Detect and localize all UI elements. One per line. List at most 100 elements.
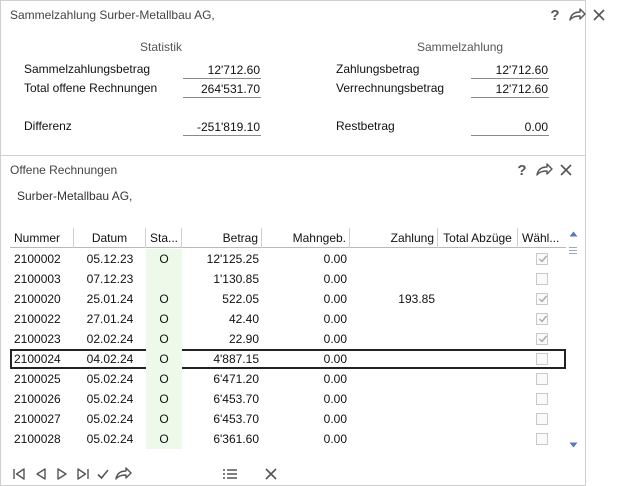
title-toolbar: ? <box>544 6 610 24</box>
sammelzahlungsbetrag-label: Sammelzahlungsbetrag <box>24 62 151 76</box>
triangle-left-icon <box>36 468 46 480</box>
cell-zahlung <box>350 429 438 449</box>
forward-button[interactable] <box>566 6 588 24</box>
cell-nummer: 2100027 <box>14 412 61 426</box>
cell-waehlen[interactable] <box>518 269 566 289</box>
sammelzahlungsbetrag-field[interactable]: 12'712.60 <box>183 63 261 79</box>
select-checkbox[interactable] <box>536 353 548 365</box>
cell-mahngeb: 0.00 <box>323 312 347 326</box>
col-header-zahlung[interactable]: Zahlung <box>350 228 438 248</box>
verrechnungsbetrag-field[interactable]: 12'712.60 <box>471 82 549 98</box>
table-row[interactable]: 2100020 25.01.24 O 522.05 0.00 193.85 <box>10 289 566 309</box>
cell-betrag: 1'130.85 <box>213 272 259 286</box>
cell-status: O <box>146 389 182 409</box>
checkmark-icon <box>539 255 548 263</box>
forward-button[interactable] <box>533 161 555 179</box>
table-row[interactable]: 2100025 05.02.24 O 6'471.20 0.00 <box>10 369 566 389</box>
close-icon <box>560 164 572 176</box>
cell-nummer: 2100022 <box>14 312 61 326</box>
forward-button[interactable] <box>114 465 132 483</box>
skip-last-icon <box>77 468 89 480</box>
cell-waehlen[interactable] <box>518 429 566 449</box>
col-header-betrag[interactable]: Betrag <box>182 228 262 248</box>
triangle-right-icon <box>57 468 67 480</box>
confirm-button[interactable] <box>94 465 112 483</box>
share-arrow-icon <box>115 467 132 480</box>
cell-mahngeb: 0.00 <box>323 352 347 366</box>
cell-zahlung <box>350 309 438 329</box>
triangle-down-icon <box>569 442 577 448</box>
first-record-button[interactable] <box>10 465 28 483</box>
next-record-button[interactable] <box>53 465 71 483</box>
share-arrow-icon <box>569 8 586 21</box>
cell-waehlen[interactable] <box>518 409 566 429</box>
cell-betrag: 6'453.70 <box>213 392 259 406</box>
col-header-waehlen[interactable]: Wähl... <box>522 231 560 245</box>
select-checkbox[interactable] <box>536 273 548 285</box>
vertical-scrollbar[interactable] <box>567 228 579 452</box>
cell-total-abzuege <box>438 349 518 369</box>
scroll-down-button[interactable] <box>568 440 578 450</box>
cell-datum: 05.02.24 <box>86 392 134 406</box>
cell-status: O <box>146 289 182 309</box>
scroll-up-button[interactable] <box>568 229 578 239</box>
select-checkbox[interactable] <box>536 373 548 385</box>
select-checkbox[interactable] <box>536 433 548 445</box>
col-header-nummer[interactable]: Nummer <box>10 228 74 248</box>
col-header-status[interactable]: Sta... <box>146 228 182 248</box>
cell-nummer: 2100026 <box>14 392 61 406</box>
cell-zahlung <box>350 349 438 369</box>
skip-first-icon <box>13 468 25 480</box>
cell-betrag: 6'453.70 <box>213 412 259 426</box>
cell-datum: 05.02.24 <box>86 372 134 386</box>
zahlungsbetrag-label: Zahlungsbetrag <box>336 62 420 76</box>
zahlungsbetrag-field[interactable]: 12'712.60 <box>471 63 549 79</box>
cell-waehlen[interactable] <box>518 349 566 369</box>
cell-waehlen[interactable] <box>518 369 566 389</box>
select-checkbox[interactable] <box>536 293 548 305</box>
previous-record-button[interactable] <box>32 465 50 483</box>
select-checkbox[interactable] <box>536 413 548 425</box>
help-button[interactable]: ? <box>511 161 533 179</box>
cell-waehlen[interactable] <box>518 309 566 329</box>
cell-betrag: 22.90 <box>228 332 259 346</box>
restbetrag-field[interactable]: 0.00 <box>471 120 549 136</box>
close-button[interactable] <box>588 6 610 24</box>
cell-waehlen[interactable] <box>518 389 566 409</box>
cell-datum: 02.02.24 <box>86 332 134 346</box>
differenz-field[interactable]: -251'819.10 <box>183 120 261 136</box>
differenz-label: Differenz <box>24 119 72 133</box>
select-checkbox[interactable] <box>536 253 548 265</box>
checkmark-icon <box>539 315 548 323</box>
col-header-mahngeb[interactable]: Mahngeb. <box>262 228 350 248</box>
close-button[interactable] <box>555 161 577 179</box>
select-checkbox[interactable] <box>536 333 548 345</box>
col-header-total-abzuege[interactable]: Total Abzüge <box>438 228 518 248</box>
cell-waehlen[interactable] <box>518 289 566 309</box>
select-checkbox[interactable] <box>536 393 548 405</box>
select-checkbox[interactable] <box>536 313 548 325</box>
total-offene-field[interactable]: 264'531.70 <box>183 82 261 98</box>
col-header-datum[interactable]: Datum <box>74 228 146 248</box>
last-record-button[interactable] <box>74 465 92 483</box>
close-icon <box>265 468 277 480</box>
table-row-selected[interactable]: 2100024 04.02.24 O 4'887.15 0.00 <box>10 349 566 369</box>
table-row[interactable]: 2100002 05.12.23 O 12'125.25 0.00 <box>10 249 566 269</box>
table-row[interactable]: 2100028 05.02.24 O 6'361.60 0.00 <box>10 429 566 449</box>
list-menu-button[interactable] <box>221 465 239 483</box>
help-icon: ? <box>550 6 560 24</box>
table-row[interactable]: 2100023 02.02.24 O 22.90 0.00 <box>10 329 566 349</box>
table-row[interactable]: 2100022 27.01.24 O 42.40 0.00 <box>10 309 566 329</box>
cell-nummer: 2100002 <box>14 252 61 266</box>
cell-datum: 05.12.23 <box>86 252 134 266</box>
cell-zahlung <box>350 269 438 289</box>
table-row[interactable]: 2100003 07.12.23 1'130.85 0.00 <box>10 269 566 289</box>
cell-waehlen[interactable] <box>518 249 566 269</box>
cell-mahngeb: 0.00 <box>323 332 347 346</box>
cancel-button[interactable] <box>262 465 280 483</box>
help-button[interactable]: ? <box>544 6 566 24</box>
statistik-heading: Statistik <box>140 40 183 54</box>
table-row[interactable]: 2100027 05.02.24 O 6'453.70 0.00 <box>10 409 566 429</box>
table-row[interactable]: 2100026 05.02.24 O 6'453.70 0.00 <box>10 389 566 409</box>
cell-waehlen[interactable] <box>518 329 566 349</box>
